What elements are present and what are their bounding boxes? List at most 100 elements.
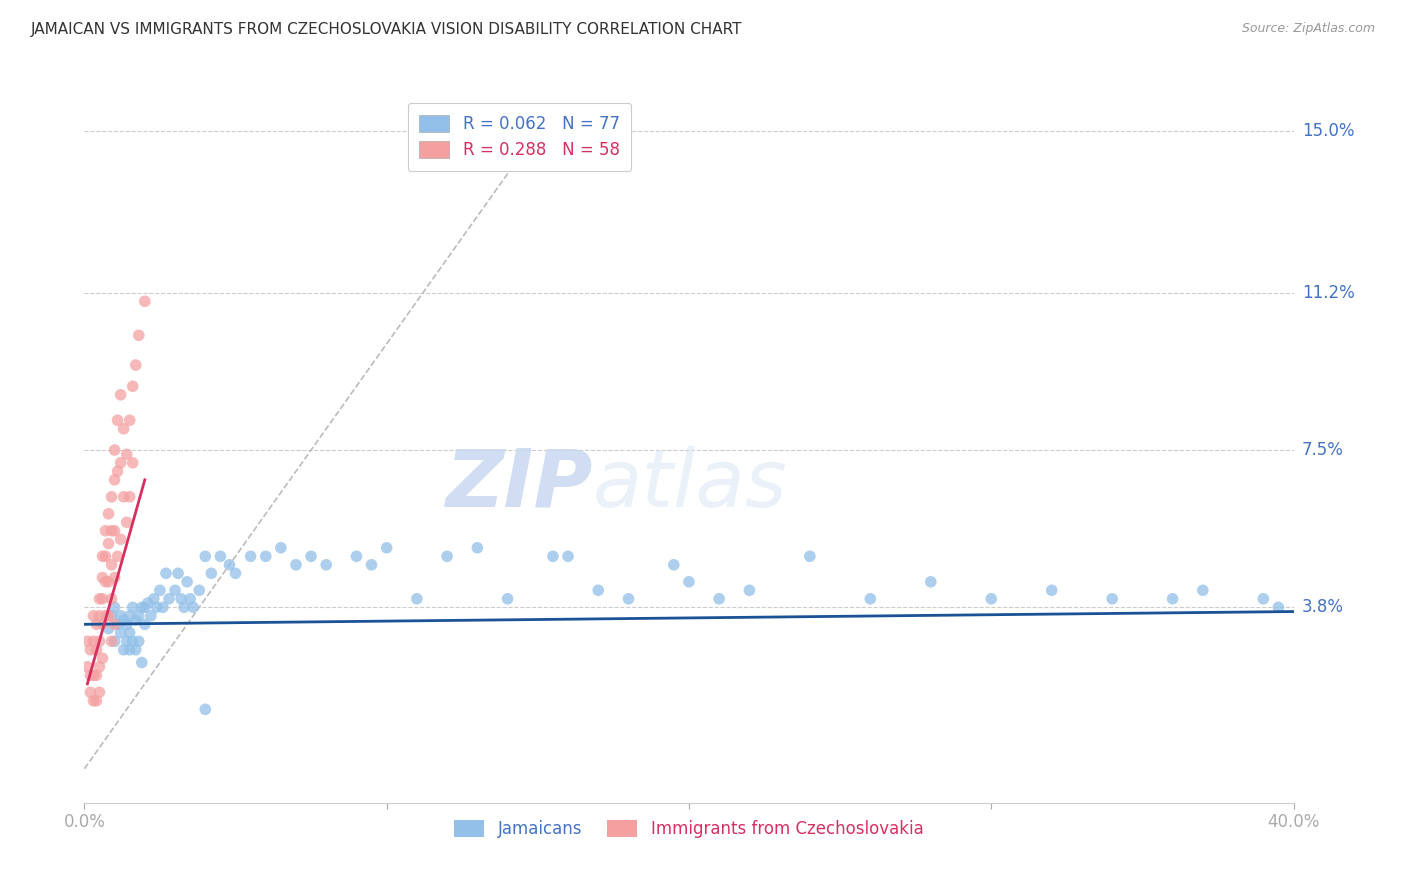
Point xyxy=(360,558,382,572)
Point xyxy=(100,558,122,572)
Point xyxy=(200,566,222,581)
Text: atlas: atlas xyxy=(592,446,787,524)
Point xyxy=(91,570,114,584)
Point xyxy=(588,583,610,598)
Point xyxy=(209,549,232,564)
Point xyxy=(76,634,98,648)
Point xyxy=(86,694,108,708)
Point xyxy=(115,447,138,461)
Point xyxy=(125,613,148,627)
Point xyxy=(97,507,120,521)
Point xyxy=(980,591,1002,606)
Point xyxy=(1267,600,1289,615)
Point xyxy=(118,413,141,427)
Point xyxy=(173,600,195,615)
Point xyxy=(97,622,120,636)
Point xyxy=(315,558,337,572)
Point xyxy=(100,608,122,623)
Point xyxy=(94,524,117,538)
Point xyxy=(94,574,117,589)
Point xyxy=(110,456,132,470)
Point xyxy=(270,541,292,555)
Point xyxy=(1101,591,1123,606)
Point xyxy=(375,541,398,555)
Point xyxy=(79,668,101,682)
Point xyxy=(110,388,132,402)
Point xyxy=(165,583,187,598)
Point xyxy=(104,600,127,615)
Point xyxy=(112,642,135,657)
Text: Source: ZipAtlas.com: Source: ZipAtlas.com xyxy=(1241,22,1375,36)
Point xyxy=(89,685,111,699)
Point xyxy=(79,642,101,657)
Point xyxy=(920,574,942,589)
Text: 11.2%: 11.2% xyxy=(1302,284,1354,301)
Point xyxy=(107,549,129,564)
Point xyxy=(285,558,308,572)
Point xyxy=(115,516,138,530)
Point xyxy=(134,600,156,615)
Point xyxy=(94,549,117,564)
Point xyxy=(104,473,127,487)
Point xyxy=(76,660,98,674)
Point xyxy=(91,549,114,564)
Point xyxy=(100,591,122,606)
Point xyxy=(82,694,104,708)
Point xyxy=(104,570,127,584)
Point xyxy=(1040,583,1063,598)
Point xyxy=(142,591,165,606)
Point xyxy=(91,651,114,665)
Point xyxy=(100,634,122,648)
Text: ZIP: ZIP xyxy=(444,446,592,524)
Point xyxy=(188,583,211,598)
Point xyxy=(107,413,129,427)
Point xyxy=(118,490,141,504)
Point xyxy=(86,617,108,632)
Point xyxy=(170,591,193,606)
Point xyxy=(541,549,564,564)
Point xyxy=(100,490,122,504)
Point xyxy=(125,358,148,372)
Point xyxy=(104,443,127,458)
Point xyxy=(104,524,127,538)
Point xyxy=(97,574,120,589)
Point xyxy=(115,634,138,648)
Point xyxy=(121,379,143,393)
Point xyxy=(94,608,117,623)
Point xyxy=(467,541,489,555)
Point xyxy=(167,566,190,581)
Point xyxy=(91,591,114,606)
Point xyxy=(225,566,247,581)
Point xyxy=(112,490,135,504)
Point xyxy=(1192,583,1215,598)
Point xyxy=(239,549,262,564)
Point xyxy=(181,600,204,615)
Point xyxy=(121,600,143,615)
Point xyxy=(118,642,141,657)
Point xyxy=(100,524,122,538)
Text: 7.5%: 7.5% xyxy=(1302,441,1344,459)
Point xyxy=(859,591,882,606)
Text: 15.0%: 15.0% xyxy=(1302,122,1354,140)
Point xyxy=(678,574,700,589)
Point xyxy=(86,668,108,682)
Point xyxy=(121,634,143,648)
Point xyxy=(1253,591,1275,606)
Point xyxy=(194,702,217,716)
Point xyxy=(254,549,277,564)
Point xyxy=(157,591,180,606)
Point xyxy=(799,549,821,564)
Point xyxy=(104,617,127,632)
Point xyxy=(128,634,150,648)
Point xyxy=(91,617,114,632)
Point xyxy=(107,464,129,478)
Point xyxy=(118,625,141,640)
Point xyxy=(89,634,111,648)
Point xyxy=(110,608,132,623)
Point xyxy=(110,625,132,640)
Point xyxy=(299,549,322,564)
Point xyxy=(82,634,104,648)
Point xyxy=(218,558,240,572)
Point xyxy=(110,533,132,547)
Point xyxy=(436,549,458,564)
